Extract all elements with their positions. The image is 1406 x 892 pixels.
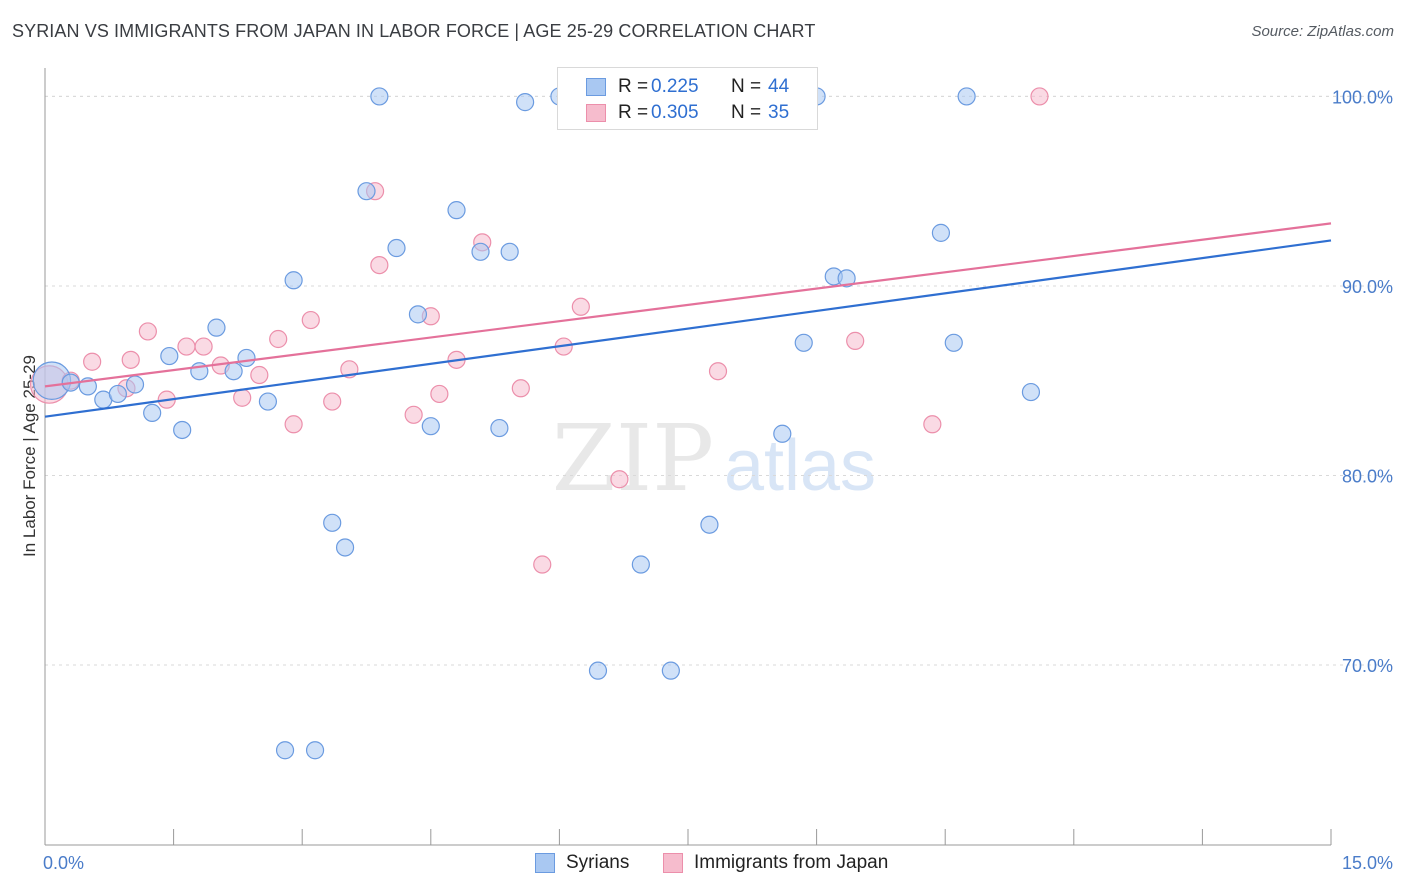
x-tick-labels: 0.0% 15.0% (43, 853, 1393, 873)
syrians-point (500, 242, 519, 261)
japan-point (533, 555, 552, 574)
syrians-point (323, 513, 342, 532)
watermark: ZIP atlas (552, 405, 876, 512)
legend-r-label: R = (618, 76, 649, 97)
syrians-point (794, 333, 813, 352)
y-tick-label: 80.0% (1342, 466, 1393, 486)
japan-point (370, 255, 389, 275)
japan-point (846, 331, 865, 350)
syrians-point (931, 223, 951, 242)
japan-point (923, 415, 942, 434)
legend-label-syrians: Syrians (566, 852, 630, 873)
syrians-point (305, 741, 325, 760)
legend-r-value: 0.305 (651, 102, 699, 123)
legend-swatch-syrians (586, 78, 606, 96)
y-tick-labels: 70.0% 80.0% 90.0% 100.0% (1332, 87, 1393, 676)
syrians-point (143, 403, 162, 423)
japan-point (284, 415, 303, 434)
gridlines (45, 95, 1392, 666)
japan-point (250, 365, 269, 385)
syrians-point (516, 93, 535, 112)
x-tick-label: 0.0% (43, 853, 84, 873)
syrians-point (471, 242, 490, 261)
syrians-point (447, 201, 466, 220)
watermark-atlas: atlas (724, 426, 876, 506)
legend-n-value: 44 (768, 76, 790, 97)
watermark-zip: ZIP (552, 405, 714, 512)
syrians-point (773, 424, 792, 443)
syrians-point (125, 375, 145, 394)
syrians-point (957, 87, 976, 106)
x-tick-label: 15.0% (1342, 853, 1393, 873)
y-tick-label: 70.0% (1342, 656, 1393, 676)
japan-point (177, 337, 196, 356)
syrians-point (944, 333, 963, 352)
syrians-point (661, 661, 680, 680)
syrians-point (335, 538, 355, 557)
japan-point (269, 329, 288, 349)
japan-point (138, 322, 157, 341)
correlation-legend: R = 0.225 N = 44 R = 0.305 N = 35 (557, 67, 818, 130)
japan-trend-line (44, 222, 1332, 388)
japan-point (708, 362, 728, 381)
japan-point (194, 337, 213, 356)
syrians-trend-line (44, 239, 1332, 418)
syrians-point (490, 418, 509, 438)
japan-point (301, 310, 320, 330)
japan-point (233, 388, 252, 407)
syrians-point (284, 271, 303, 290)
syrians-point (370, 87, 389, 106)
japan-point (323, 392, 342, 411)
trend-lines (44, 222, 1332, 418)
axes (44, 68, 1332, 846)
legend-n-value: 35 (768, 102, 790, 123)
syrians-point (421, 417, 440, 436)
chart-title: SYRIAN VS IMMIGRANTS FROM JAPAN IN LABOR… (12, 21, 816, 41)
legend-r-label: R = (618, 102, 649, 123)
syrians-point (700, 515, 719, 534)
japan-point (121, 350, 140, 369)
syrians-point (207, 318, 226, 337)
syrians-point (588, 661, 608, 680)
syrians-point (160, 346, 179, 366)
syrians-point (408, 305, 428, 324)
japan-point (571, 297, 590, 316)
chart-source: Source: ZipAtlas.com (1251, 23, 1394, 40)
syrians-point (108, 384, 127, 404)
syrians-point (387, 238, 406, 258)
legend-n-label: N = (731, 76, 762, 97)
legend-n-label: N = (731, 102, 762, 123)
japan-point (511, 379, 530, 398)
japan-point (610, 470, 629, 489)
japan-point (404, 405, 423, 424)
syrians-point (258, 392, 278, 411)
legend-swatch-syrians (535, 853, 555, 873)
legend-r-value: 0.225 (651, 76, 699, 97)
syrians-point (224, 362, 243, 381)
japan-point (1030, 87, 1049, 106)
legend-swatch-japan (663, 853, 683, 873)
legend-swatch-japan (586, 104, 606, 122)
legend-label-japan: Immigrants from Japan (694, 852, 889, 873)
syrians-point (1021, 382, 1041, 402)
japan-point (83, 352, 102, 371)
syrians-point (631, 555, 650, 574)
data-points (29, 87, 1049, 760)
syrians-point (275, 741, 295, 760)
syrians-point (237, 348, 256, 368)
syrians-point (837, 269, 856, 288)
y-tick-label: 90.0% (1342, 277, 1393, 297)
syrians-point (173, 420, 192, 440)
y-tick-label: 100.0% (1332, 87, 1393, 107)
syrians-point (357, 182, 376, 201)
japan-point (430, 384, 449, 404)
